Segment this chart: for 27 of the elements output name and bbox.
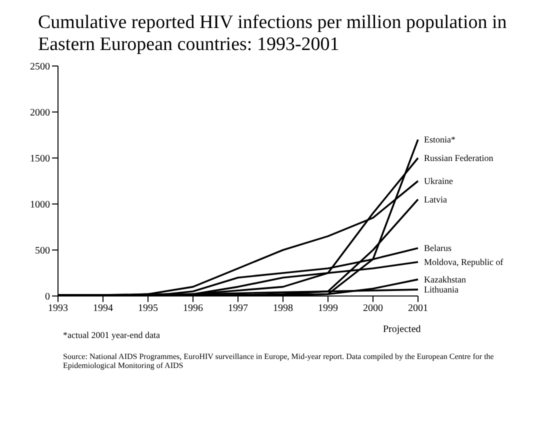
chart-title: Cumulative reported HIV infections per million population in Eastern European countries: 1993-2001 <box>37 11 508 56</box>
x-tick-label: 1999 <box>318 303 338 314</box>
series-label: Russian Federation <box>424 153 494 163</box>
series-label: Moldova, Republic of <box>424 256 504 267</box>
text: Projected <box>383 324 421 335</box>
x-tick-label: 1998 <box>273 303 293 314</box>
x-tick-label: 1997 <box>228 303 248 314</box>
series-label: Kazakhstan <box>424 274 466 284</box>
series-label: Lithuania <box>424 284 458 295</box>
source-note: Source: National AIDS Programmes, EuroHIV surveillance in Europe, Mid-year report. Data compiled by the European Centre for the Epidemiological Monitoring of AIDS <box>62 352 495 370</box>
y-tick-label: 1000 <box>30 200 50 211</box>
y-tick-label: 2500 <box>30 62 50 73</box>
series-label: Belarus <box>424 243 452 254</box>
series-label: Estonia* <box>424 134 456 145</box>
series-label: Latvia <box>424 194 447 204</box>
x-tick-label: 2001 <box>408 303 428 314</box>
text: *actual 2001 year-end data <box>63 330 160 340</box>
x-tick-label: 1993 <box>48 303 68 314</box>
x-tick-label: 1996 <box>183 303 203 314</box>
series-label: Ukraine <box>424 176 453 186</box>
x-tick-label: 1994 <box>93 303 113 314</box>
x-tick-label: 1995 <box>138 303 158 314</box>
y-tick-label: 0 <box>45 292 50 303</box>
x-tick-label: 2000 <box>363 303 383 314</box>
y-tick-label: 2000 <box>30 108 50 119</box>
y-tick-label: 500 <box>35 246 50 257</box>
y-tick-label: 1500 <box>30 154 50 165</box>
